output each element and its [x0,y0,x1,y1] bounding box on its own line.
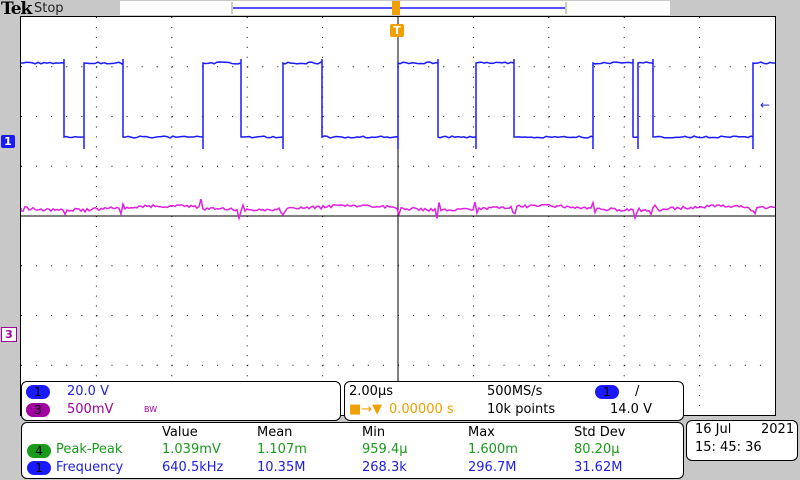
measurement-max: 296.7M [468,460,516,475]
measurements-panel[interactable]: Value Mean Min Max Std Dev 4 Peak-Peak 1… [21,422,684,479]
trigger-position: 0.00000 s [389,402,454,417]
measurement-max: 1.600m [468,442,518,457]
measurement-value: 1.039mV [162,442,221,457]
measurement-std-dev: 31.62M [574,460,622,475]
time: 15: 45: 36 [695,440,762,455]
record-view-bar[interactable] [120,1,670,15]
measurement-mean: 10.35M [257,460,305,475]
acquisition-status[interactable]: Stop [34,1,64,16]
header-std-dev: Std Dev [574,425,625,440]
measurement-mean: 1.107m [257,442,307,457]
measurement-name: Frequency [56,460,123,475]
header-value: Value [162,425,198,440]
ch1-badge: 1 [27,461,51,475]
header-mean: Mean [257,425,292,440]
bandwidth-limit-icon: BW [144,405,157,414]
ch1-ground-marker[interactable]: 1 [1,135,15,148]
ch1-scale: 20.0 V [67,384,109,399]
header-max: Max [468,425,495,440]
trigger-level: 14.0 V [610,402,652,417]
trigger-position-icon: ■→▼ [349,402,382,417]
ch1-badge[interactable]: 1 [26,385,50,399]
timebase-panel[interactable]: 2.00µs 500MS/s 1 / ■→▼ 0.00000 s 10k poi… [344,381,684,421]
trigger-position-marker[interactable]: T [390,24,404,37]
ch3-badge[interactable]: 3 [26,403,50,417]
datetime-panel: 16 Jul 2021 15: 45: 36 [686,420,798,461]
header-min: Min [362,425,385,440]
measurement-value: 640.5kHz [162,460,223,475]
measurement-std-dev: 80.20µ [574,442,620,457]
measurement-min: 268.3k [362,460,407,475]
record-length: 10k points [487,402,555,417]
horizontal-scale: 2.00µs [349,384,393,399]
measurement-name: Peak-Peak [56,442,122,457]
trigger-source-badge[interactable]: 1 [595,385,619,399]
sample-rate: 500MS/s [487,384,542,399]
date: 16 Jul [695,422,731,437]
waveform-display[interactable] [20,16,776,416]
ch1-waveform [21,59,775,149]
year: 2021 [761,422,794,437]
ch3-scale: 500mV [67,402,113,417]
ch3-ground-marker[interactable]: 3 [1,327,17,342]
ch1-trigger-level-arrow: ← [760,98,770,112]
waveform-svg [21,17,775,415]
channel-panel[interactable]: 1 20.0 V 3 500mV BW [21,381,341,421]
ch4-badge: 4 [27,444,51,458]
measurement-min: 959.4µ [362,442,408,457]
trigger-slope-icon: / [635,384,639,399]
